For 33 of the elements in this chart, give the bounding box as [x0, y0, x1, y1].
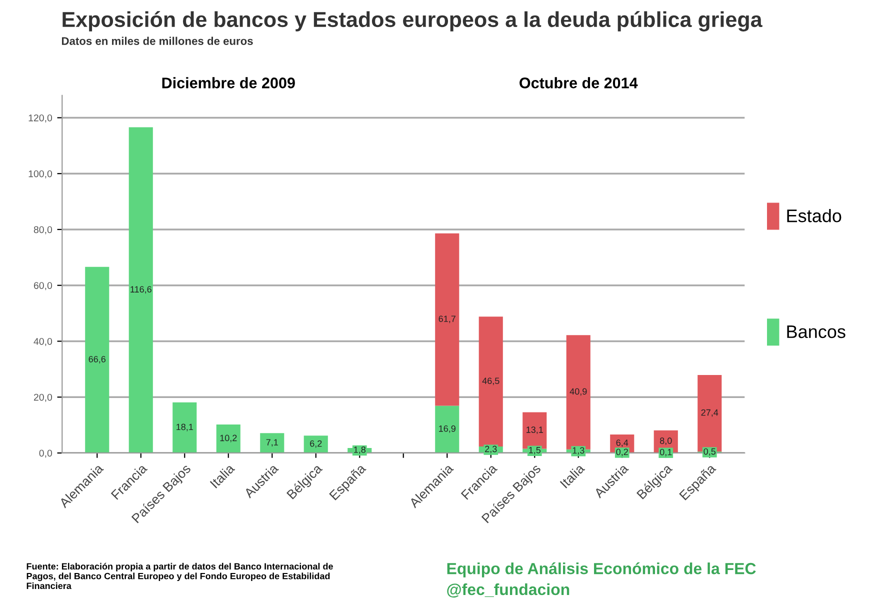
text: Diciembre de 2009 — [162, 77, 295, 88]
chart-subtitle: Datos en miles de millones de euros — [62, 36, 253, 45]
data-label: 16,9 — [439, 425, 456, 433]
data-label: 7,1 — [266, 439, 278, 447]
data-label: 0,1 — [660, 448, 672, 456]
legend-label: Bancos — [787, 325, 846, 338]
y-tick-label: 0,0 — [39, 450, 52, 458]
text: @fec_fundacion — [447, 583, 570, 598]
text: Octubre de 2014 — [520, 77, 638, 88]
source-note: Fuente: Elaboración propia a partir de datos del Banco Internacional de Pagos, del Banco Central Europeo y del Fondo Europeo de Estabilidad Financiera — [26, 562, 333, 590]
legend-label: Estado — [787, 209, 842, 222]
y-tick-label: 40,0 — [34, 338, 52, 346]
chart-title: Exposición de bancos y Estados europeos a la deuda pública griega — [62, 11, 762, 32]
data-label: 0,2 — [616, 448, 628, 456]
data-label: 116,6 — [130, 286, 152, 294]
y-tick-label: 20,0 — [34, 394, 52, 402]
data-label: 40,9 — [570, 388, 587, 396]
y-tick-label: 80,0 — [34, 226, 52, 234]
y-tick-label: 120,0 — [28, 114, 52, 122]
data-label: 13,1 — [526, 426, 543, 434]
data-label: 61,7 — [438, 316, 456, 324]
data-label: 2,3 — [485, 446, 497, 454]
y-tick-label: 60,0 — [34, 282, 52, 290]
y-tick-label: 100,0 — [28, 170, 52, 178]
data-label: 18,1 — [176, 424, 193, 432]
data-label: 46,5 — [482, 378, 500, 386]
data-label: 27,4 — [701, 409, 718, 417]
text: Equipo de Análisis Económico de la FEC — [447, 562, 756, 578]
data-label: 6,2 — [310, 440, 322, 448]
data-label: 10,2 — [220, 434, 237, 442]
data-label: 8,0 — [660, 438, 672, 446]
data-label: 6,4 — [616, 440, 628, 447]
data-label: 66,6 — [88, 356, 106, 364]
